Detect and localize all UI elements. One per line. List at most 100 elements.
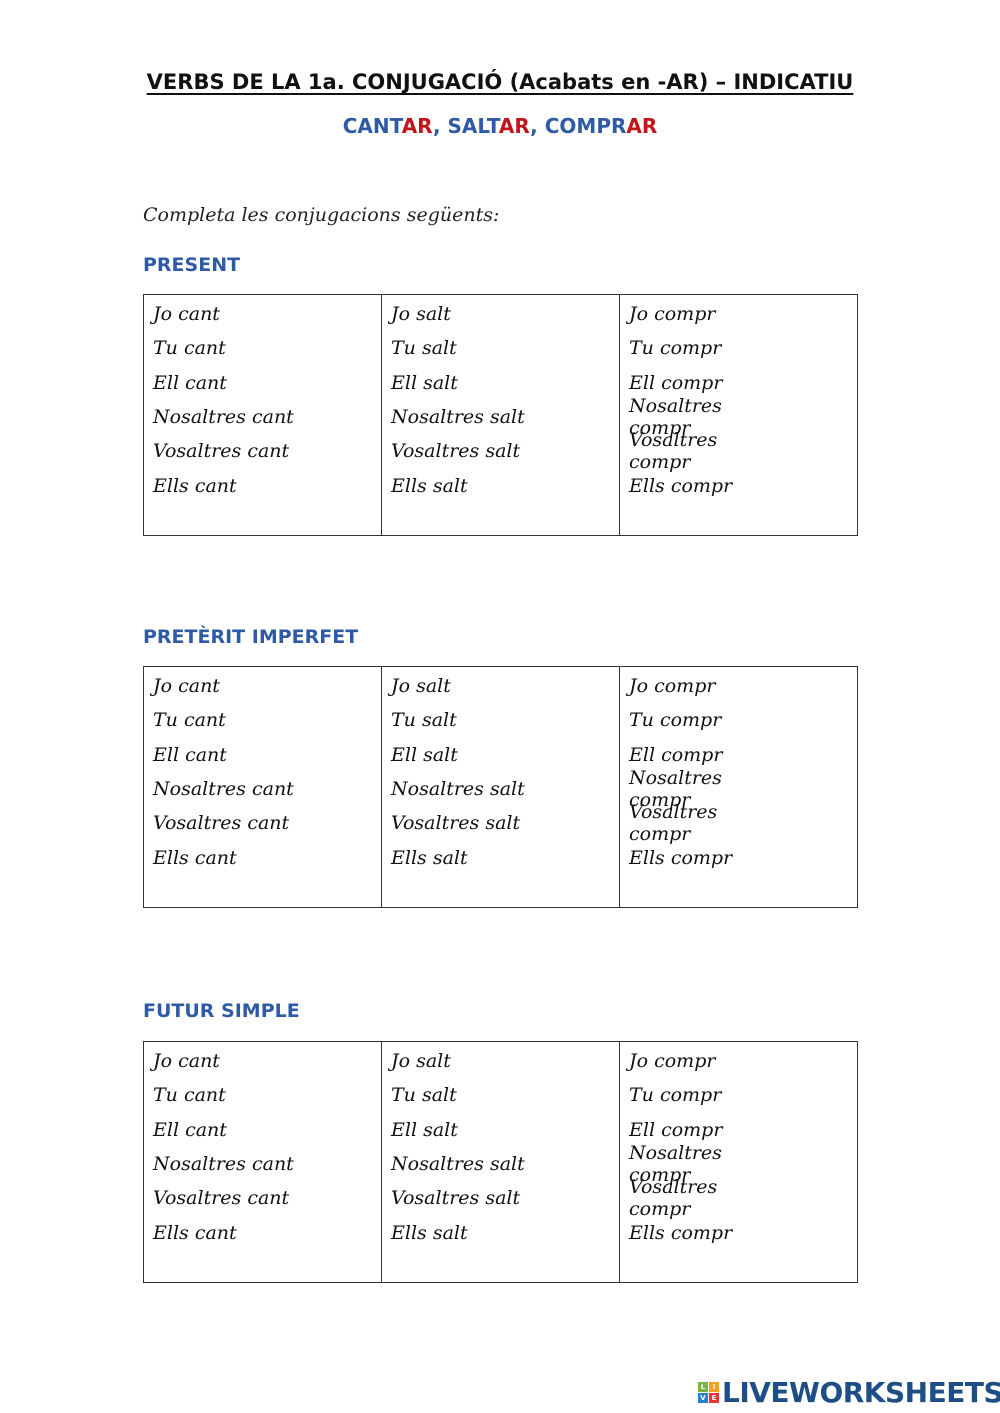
verb-stem: Vosaltres cant xyxy=(153,440,290,463)
conjugation-row: Vosaltres compr xyxy=(629,1176,857,1220)
conjugation-row: Vosaltres cant xyxy=(153,1181,381,1215)
verb-column: Jo cant Tu cant Ell cant Nosaltres cant Vosa… xyxy=(144,1042,382,1282)
ending-input[interactable] xyxy=(238,845,313,870)
verb-stem: Ells cant xyxy=(153,474,237,497)
verb-stem: Ells compr xyxy=(629,474,733,497)
ending-input[interactable] xyxy=(227,336,302,361)
ending-input[interactable] xyxy=(724,742,799,767)
ending-input[interactable] xyxy=(469,845,544,870)
verb-stem: Nosaltres salt xyxy=(391,406,525,429)
ending-input[interactable] xyxy=(238,473,313,498)
ending-input[interactable] xyxy=(723,336,798,361)
ending-input[interactable] xyxy=(526,777,601,802)
conjugation-row: Ell compr xyxy=(629,738,857,772)
ending-input[interactable] xyxy=(221,302,296,327)
conjugation-row: Jo compr xyxy=(629,669,857,703)
verb-stem: Ells cant xyxy=(153,846,237,869)
ending-input[interactable] xyxy=(452,674,527,699)
ending-input[interactable] xyxy=(734,473,809,498)
ending-input[interactable] xyxy=(783,1186,857,1211)
ending-input[interactable] xyxy=(291,811,366,836)
verb-column: Jo cant Tu cant Ell cant Nosaltres cant Vosa… xyxy=(144,295,382,535)
ending-input[interactable] xyxy=(452,302,527,327)
ending-input[interactable] xyxy=(783,811,857,836)
verb-stem: Ell salt xyxy=(391,743,458,766)
verb-stem: Vosaltres salt xyxy=(391,1187,521,1210)
ending-input[interactable] xyxy=(227,708,302,733)
ending-input[interactable] xyxy=(717,302,792,327)
ending-input[interactable] xyxy=(221,1049,296,1074)
ending-input[interactable] xyxy=(734,1220,809,1245)
ending-input[interactable] xyxy=(459,742,534,767)
conjugation-row: Ells salt xyxy=(391,468,619,502)
ending-input[interactable] xyxy=(783,405,857,430)
conjugation-row: Nosaltres cant xyxy=(153,1147,381,1181)
verb-stem: Ell compr xyxy=(629,743,723,766)
ending-input[interactable] xyxy=(469,473,544,498)
conjugation-table: Jo cant Tu cant Ell cant Nosaltres cant Vosa… xyxy=(143,1041,858,1283)
ending-input[interactable] xyxy=(783,439,857,464)
ending-input[interactable] xyxy=(459,1117,534,1142)
verb-stem: Tu cant xyxy=(153,1084,226,1107)
conjugation-row: Tu cant xyxy=(153,331,381,365)
verb-stem: Ells cant xyxy=(153,1221,237,1244)
verb-stem: Jo salt xyxy=(391,675,451,698)
verb-stem: Ells salt xyxy=(391,846,468,869)
ending-input[interactable] xyxy=(459,370,534,395)
ending-input[interactable] xyxy=(723,708,798,733)
ending-input[interactable] xyxy=(783,777,857,802)
verbs-subtitle: CANTAR, SALTAR, COMPRAR xyxy=(0,114,1000,138)
ending-input[interactable] xyxy=(723,1083,798,1108)
ending-input[interactable] xyxy=(526,405,601,430)
conjugation-row: Jo compr xyxy=(629,297,857,331)
conjugation-row: Ells compr xyxy=(629,468,857,502)
conjugation-row: Vosaltres salt xyxy=(391,434,619,468)
ending-input[interactable] xyxy=(458,336,533,361)
ending-input[interactable] xyxy=(291,1186,366,1211)
ending-input[interactable] xyxy=(458,708,533,733)
verb-column: Jo salt Tu salt Ell salt Nosaltres salt Vosa… xyxy=(382,667,620,907)
ending-input[interactable] xyxy=(522,439,597,464)
conjugation-row: Ells compr xyxy=(629,840,857,874)
ending-input[interactable] xyxy=(724,370,799,395)
ending-input[interactable] xyxy=(228,1117,303,1142)
ending-input[interactable] xyxy=(295,777,370,802)
ending-input[interactable] xyxy=(295,405,370,430)
ending-input[interactable] xyxy=(724,1117,799,1142)
ending-input[interactable] xyxy=(238,1220,313,1245)
subtitle-part: AR xyxy=(498,114,531,138)
ending-input[interactable] xyxy=(717,1049,792,1074)
conjugation-row: Vosaltres cant xyxy=(153,806,381,840)
conjugation-row: Vosaltres salt xyxy=(391,806,619,840)
verb-stem: Vosaltres compr xyxy=(629,801,718,846)
ending-input[interactable] xyxy=(522,1186,597,1211)
verb-stem: Jo cant xyxy=(153,675,220,698)
verb-column: Jo compr Tu compr Ell compr Nosaltres compr… xyxy=(620,667,857,907)
conjugation-row: Ells cant xyxy=(153,840,381,874)
ending-input[interactable] xyxy=(291,439,366,464)
verb-stem: Jo compr xyxy=(629,675,716,698)
ending-input[interactable] xyxy=(228,370,303,395)
ending-input[interactable] xyxy=(227,1083,302,1108)
ending-input[interactable] xyxy=(458,1083,533,1108)
conjugation-row: Tu compr xyxy=(629,331,857,365)
ending-input[interactable] xyxy=(221,674,296,699)
ending-input[interactable] xyxy=(295,1152,370,1177)
ending-input[interactable] xyxy=(469,1220,544,1245)
conjugation-row: Vosaltres salt xyxy=(391,1181,619,1215)
ending-input[interactable] xyxy=(783,1152,857,1177)
ending-input[interactable] xyxy=(452,1049,527,1074)
ending-input[interactable] xyxy=(717,674,792,699)
conjugation-row: Ell salt xyxy=(391,366,619,400)
section-heading: PRESENT xyxy=(143,254,241,276)
verb-stem: Ell salt xyxy=(391,1118,458,1141)
ending-input[interactable] xyxy=(734,845,809,870)
verb-stem: Tu cant xyxy=(153,709,226,732)
ending-input[interactable] xyxy=(228,742,303,767)
verb-stem: Ell cant xyxy=(153,371,227,394)
ending-input[interactable] xyxy=(526,1152,601,1177)
verb-column: Jo compr Tu compr Ell compr Nosaltres compr… xyxy=(620,295,857,535)
verb-stem: Ells salt xyxy=(391,1221,468,1244)
conjugation-row: Ell compr xyxy=(629,366,857,400)
ending-input[interactable] xyxy=(522,811,597,836)
